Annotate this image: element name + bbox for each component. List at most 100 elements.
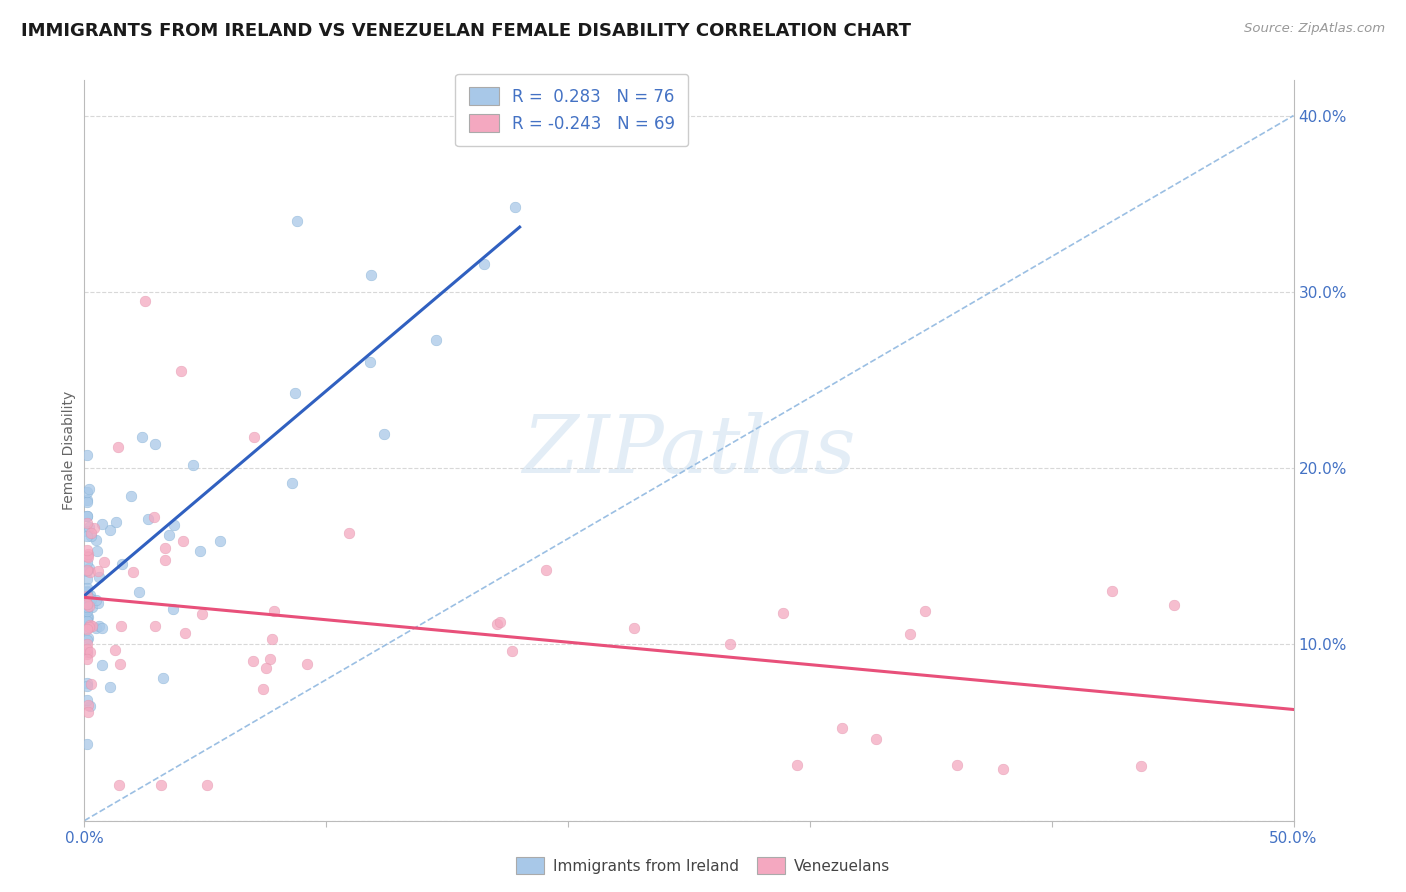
Point — [93, 555, 115, 569]
Point — [76, 693, 98, 707]
Point — [534, 563, 557, 577]
Point — [108, 657, 131, 671]
Point — [831, 721, 853, 735]
Point — [425, 333, 447, 347]
Point — [76, 516, 98, 530]
Point — [152, 671, 174, 685]
Point — [87, 565, 110, 579]
Point — [485, 616, 508, 631]
Point — [76, 448, 98, 462]
Point — [172, 534, 194, 549]
Point — [190, 544, 212, 558]
Point — [100, 680, 122, 694]
Point — [76, 605, 98, 619]
Point — [79, 588, 101, 602]
Point — [76, 584, 98, 599]
Point — [76, 549, 98, 563]
Point — [77, 520, 100, 534]
Point — [155, 552, 177, 566]
Point — [120, 489, 142, 503]
Point — [84, 621, 107, 635]
Point — [153, 541, 176, 555]
Point — [79, 698, 101, 713]
Point — [76, 543, 98, 558]
Point — [254, 661, 277, 675]
Point — [76, 600, 98, 615]
Point — [87, 596, 110, 610]
Point — [79, 529, 101, 543]
Point — [76, 645, 98, 659]
Point — [295, 657, 318, 671]
Point — [143, 510, 166, 524]
Point — [110, 619, 132, 633]
Point — [87, 619, 110, 633]
Point — [993, 762, 1015, 776]
Point — [359, 355, 381, 369]
Text: IMMIGRANTS FROM IRELAND VS VENEZUELAN FEMALE DISABILITY CORRELATION CHART: IMMIGRANTS FROM IRELAND VS VENEZUELAN FE… — [21, 22, 911, 40]
Point — [174, 625, 197, 640]
Point — [91, 622, 114, 636]
Point — [898, 627, 921, 641]
Point — [281, 476, 304, 491]
Point — [76, 633, 98, 648]
Y-axis label: Female Disability: Female Disability — [62, 391, 76, 510]
Point — [104, 516, 127, 530]
Point — [360, 268, 382, 283]
Point — [80, 599, 103, 614]
Point — [77, 547, 100, 561]
Point — [76, 597, 98, 611]
Legend: R =  0.283   N = 76, R = -0.243   N = 69: R = 0.283 N = 76, R = -0.243 N = 69 — [456, 74, 689, 146]
Point — [243, 430, 266, 444]
Point — [157, 527, 180, 541]
Point — [76, 584, 98, 599]
Point — [131, 430, 153, 444]
Point — [337, 526, 360, 541]
Point — [170, 364, 193, 378]
Point — [503, 200, 526, 214]
Point — [77, 561, 100, 575]
Text: Source: ZipAtlas.com: Source: ZipAtlas.com — [1244, 22, 1385, 36]
Point — [914, 604, 936, 618]
Point — [77, 550, 100, 565]
Point — [76, 652, 98, 666]
Point — [252, 681, 274, 696]
Point — [76, 529, 98, 543]
Point — [76, 564, 98, 578]
Point — [76, 622, 98, 636]
Point — [76, 622, 98, 636]
Point — [76, 572, 98, 586]
Point — [242, 654, 264, 668]
Point — [76, 597, 98, 611]
Point — [76, 610, 98, 624]
Point — [82, 618, 104, 632]
Point — [472, 257, 495, 271]
Point — [80, 677, 103, 691]
Text: ZIPatlas: ZIPatlas — [522, 412, 856, 489]
Point — [84, 533, 107, 547]
Point — [865, 731, 887, 746]
Point — [76, 705, 98, 719]
Point — [162, 518, 184, 533]
Point — [84, 593, 107, 607]
Point — [111, 558, 134, 572]
Point — [87, 570, 110, 584]
Point — [1101, 584, 1123, 599]
Point — [772, 606, 794, 620]
Point — [76, 495, 98, 509]
Point — [262, 632, 284, 646]
Point — [263, 604, 285, 618]
Point — [1130, 759, 1153, 773]
Point — [76, 484, 98, 499]
Point — [79, 618, 101, 632]
Point — [107, 778, 129, 792]
Point — [285, 214, 308, 228]
Point — [76, 509, 98, 524]
Point — [107, 440, 129, 454]
Point — [76, 676, 98, 690]
Point — [181, 458, 204, 472]
Point — [79, 565, 101, 579]
Point — [128, 585, 150, 599]
Point — [104, 643, 127, 657]
Point — [76, 637, 98, 651]
Point — [76, 590, 98, 604]
